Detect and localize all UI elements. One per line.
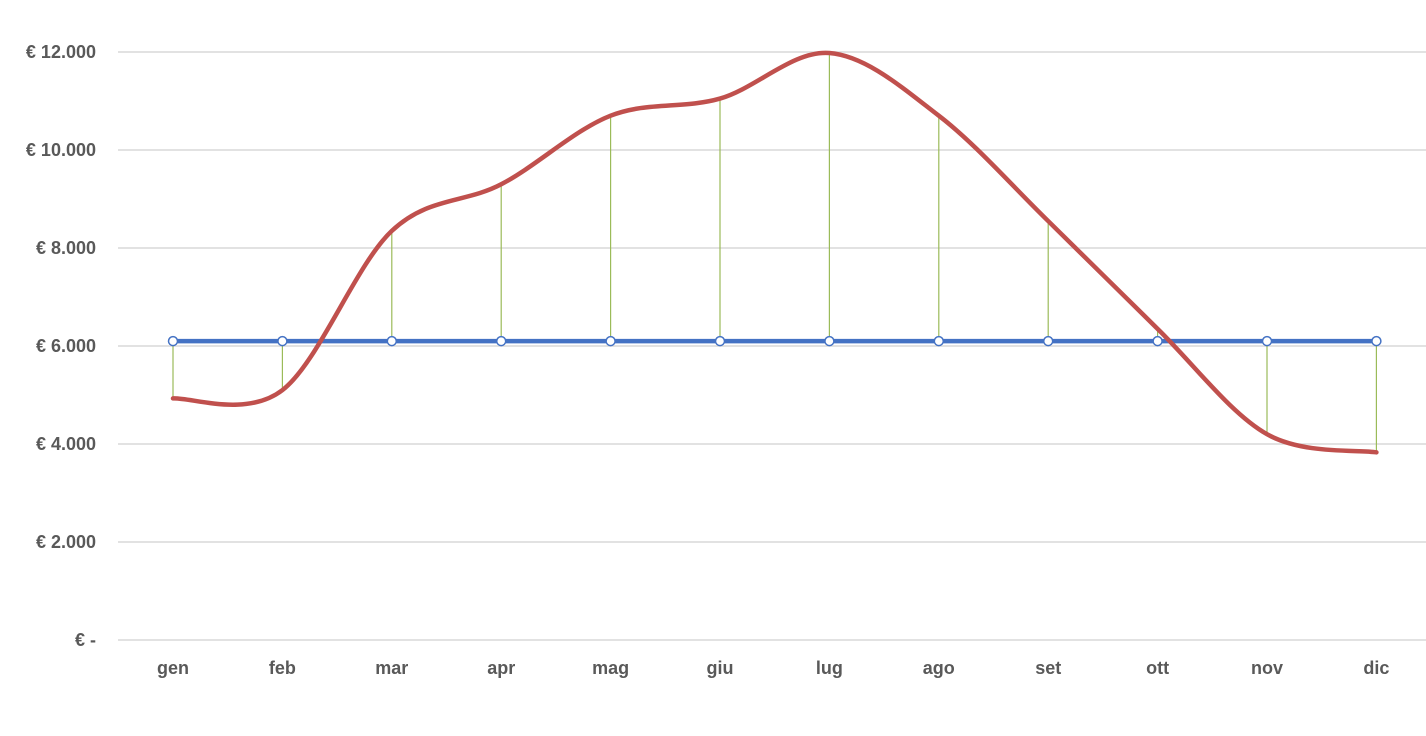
series-0-marker <box>1152 335 1163 347</box>
x-tick-label: mag <box>592 658 629 678</box>
series-lines <box>170 50 1379 455</box>
x-tick-label: ott <box>1146 658 1169 678</box>
series-0-marker <box>1261 335 1273 347</box>
series-0-marker <box>495 335 507 347</box>
series-0-marker <box>386 335 398 347</box>
series-0-marker <box>933 335 945 347</box>
gridlines <box>118 51 1426 641</box>
series-0-marker <box>824 335 835 347</box>
y-tick-label: € 6.000 <box>36 336 96 356</box>
series-0-marker <box>1042 335 1054 347</box>
series-0-marker <box>714 335 726 347</box>
y-tick-label: € 12.000 <box>26 42 96 62</box>
drop-lines <box>172 52 1378 453</box>
y-tick-label: € 8.000 <box>36 238 96 258</box>
y-axis-tick-labels: € - € 2.000 € 4.000 € 6.000 € 8.000 € 10.000 €… <box>26 42 96 650</box>
x-tick-label: nov <box>1251 658 1283 678</box>
series-0-marker <box>167 335 179 347</box>
x-tick-label: ago <box>923 658 955 678</box>
x-tick-label: apr <box>487 658 515 678</box>
series-markers <box>167 335 1382 347</box>
x-tick-label: mar <box>375 658 408 678</box>
x-tick-label: set <box>1035 658 1061 678</box>
x-tick-label: lug <box>816 658 843 678</box>
x-tick-label: giu <box>707 658 734 678</box>
y-tick-label: € 4.000 <box>36 434 96 454</box>
series-0-marker <box>277 335 288 347</box>
x-axis-tick-labels: gen feb mar apr mag giu lug ago set ott nov dic <box>157 658 1389 678</box>
y-tick-label: € 2.000 <box>36 532 96 552</box>
y-tick-label: € - <box>75 630 96 650</box>
series-0-marker <box>605 335 616 347</box>
y-tick-label: € 10.000 <box>26 140 96 160</box>
x-tick-label: feb <box>269 658 296 678</box>
series-1-line <box>170 50 1379 455</box>
x-tick-label: dic <box>1363 658 1389 678</box>
series-0-marker <box>1371 335 1382 347</box>
x-tick-label: gen <box>157 658 189 678</box>
